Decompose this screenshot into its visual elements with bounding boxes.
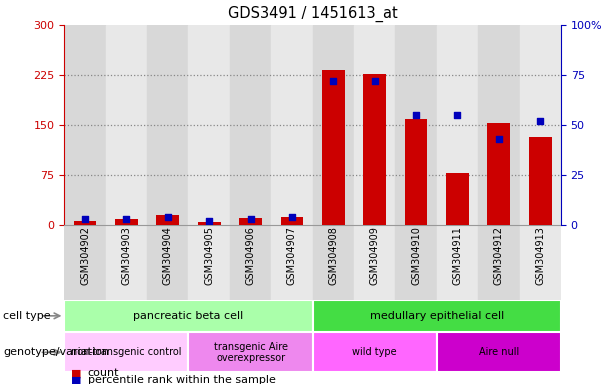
Text: GSM304906: GSM304906 bbox=[246, 226, 256, 285]
Bar bbox=[520, 25, 561, 225]
Bar bbox=[189, 225, 230, 300]
Bar bbox=[115, 219, 138, 225]
Bar bbox=[405, 119, 427, 225]
Text: percentile rank within the sample: percentile rank within the sample bbox=[88, 375, 275, 384]
Text: genotype/variation: genotype/variation bbox=[3, 347, 109, 358]
Bar bbox=[64, 225, 105, 300]
Bar bbox=[313, 25, 354, 225]
Text: pancreatic beta cell: pancreatic beta cell bbox=[134, 311, 243, 321]
Point bbox=[287, 214, 297, 220]
Text: GSM304902: GSM304902 bbox=[80, 226, 90, 285]
Bar bbox=[487, 124, 510, 225]
Point bbox=[329, 78, 338, 84]
Text: GSM304904: GSM304904 bbox=[163, 226, 173, 285]
Bar bbox=[395, 225, 436, 300]
Text: Aire null: Aire null bbox=[479, 347, 519, 358]
Bar bbox=[354, 25, 395, 225]
Bar bbox=[147, 225, 189, 300]
Text: count: count bbox=[88, 368, 119, 378]
Bar bbox=[74, 221, 96, 225]
Point bbox=[121, 215, 131, 222]
Bar bbox=[322, 70, 345, 225]
Bar bbox=[354, 225, 395, 300]
Point bbox=[204, 218, 214, 224]
Bar bbox=[313, 332, 436, 372]
Bar bbox=[436, 332, 561, 372]
Bar bbox=[147, 25, 189, 225]
Text: ■: ■ bbox=[70, 368, 81, 378]
Text: GSM304907: GSM304907 bbox=[287, 226, 297, 285]
Text: GSM304910: GSM304910 bbox=[411, 226, 421, 285]
Text: wild type: wild type bbox=[352, 347, 397, 358]
Text: cell type: cell type bbox=[3, 311, 51, 321]
Text: transgenic Aire
overexpressor: transgenic Aire overexpressor bbox=[213, 341, 287, 363]
Text: GSM304909: GSM304909 bbox=[370, 226, 379, 285]
Text: GSM304908: GSM304908 bbox=[329, 226, 338, 285]
Point bbox=[80, 215, 90, 222]
Bar bbox=[446, 173, 469, 225]
Bar bbox=[198, 222, 221, 225]
Title: GDS3491 / 1451613_at: GDS3491 / 1451613_at bbox=[228, 6, 397, 22]
Bar bbox=[395, 25, 436, 225]
Bar bbox=[313, 300, 561, 332]
Bar bbox=[520, 225, 561, 300]
Bar bbox=[313, 225, 354, 300]
Text: non-transgenic control: non-transgenic control bbox=[71, 347, 181, 358]
Point bbox=[246, 215, 256, 222]
Bar bbox=[364, 74, 386, 225]
Bar bbox=[436, 25, 478, 225]
Bar bbox=[478, 25, 519, 225]
Point bbox=[452, 112, 462, 118]
Bar bbox=[478, 225, 519, 300]
Point bbox=[163, 214, 173, 220]
Bar bbox=[64, 25, 105, 225]
Bar bbox=[239, 218, 262, 225]
Bar bbox=[64, 300, 313, 332]
Text: GSM304911: GSM304911 bbox=[452, 226, 462, 285]
Point bbox=[494, 136, 504, 142]
Point bbox=[535, 118, 545, 124]
Bar bbox=[436, 225, 478, 300]
Bar bbox=[105, 25, 147, 225]
Bar bbox=[64, 332, 189, 372]
Bar bbox=[156, 215, 179, 225]
Bar bbox=[271, 25, 313, 225]
Bar bbox=[189, 332, 313, 372]
Point bbox=[370, 78, 379, 84]
Text: GSM304903: GSM304903 bbox=[121, 226, 131, 285]
Bar bbox=[105, 225, 147, 300]
Text: GSM304913: GSM304913 bbox=[535, 226, 545, 285]
Bar bbox=[230, 25, 271, 225]
Bar bbox=[281, 217, 303, 225]
Text: GSM304912: GSM304912 bbox=[494, 226, 504, 285]
Text: ■: ■ bbox=[70, 375, 81, 384]
Text: GSM304905: GSM304905 bbox=[204, 226, 214, 285]
Bar bbox=[189, 25, 230, 225]
Bar bbox=[271, 225, 313, 300]
Point bbox=[411, 112, 421, 118]
Bar bbox=[529, 137, 552, 225]
Text: medullary epithelial cell: medullary epithelial cell bbox=[370, 311, 504, 321]
Bar bbox=[230, 225, 271, 300]
